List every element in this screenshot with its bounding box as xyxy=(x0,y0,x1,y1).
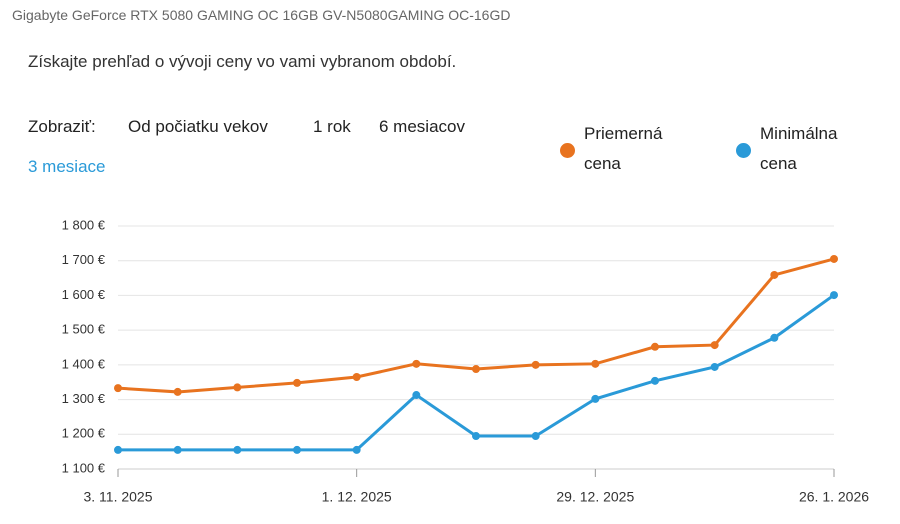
data-point xyxy=(531,432,540,441)
filter-option[interactable]: 1 rok xyxy=(313,117,351,136)
data-point xyxy=(531,360,540,369)
data-point xyxy=(352,373,361,382)
data-point xyxy=(114,384,122,393)
data-point xyxy=(472,365,480,374)
y-tick-label: 1 800 € xyxy=(62,217,106,232)
description: Získajte prehľad o vývoji ceny vo vami v… xyxy=(28,52,457,71)
legend-label: Priemerná cena xyxy=(584,124,663,173)
data-point xyxy=(830,291,838,300)
y-tick-label: 1 400 € xyxy=(62,356,106,371)
y-tick-label: 1 600 € xyxy=(62,287,106,302)
data-point xyxy=(770,270,779,279)
legend-marker xyxy=(560,143,575,158)
x-tick-label: 26. 1. 2026 xyxy=(799,489,869,505)
y-tick-label: 1 200 € xyxy=(62,426,106,441)
data-point xyxy=(651,342,659,351)
filter-option[interactable]: 6 mesiacov xyxy=(379,117,465,136)
data-point xyxy=(114,445,122,454)
data-point xyxy=(173,445,182,454)
data-point xyxy=(830,254,838,263)
y-tick-label: 1 100 € xyxy=(62,460,106,475)
data-point xyxy=(233,445,242,454)
y-tick-label: 1 500 € xyxy=(62,322,106,337)
data-point xyxy=(472,432,480,441)
data-point xyxy=(352,445,361,454)
filter-label: Zobraziť: xyxy=(28,117,96,136)
data-point xyxy=(412,391,421,400)
legend-item[interactable]: Minimálna cena xyxy=(736,119,870,179)
data-point xyxy=(710,362,719,371)
data-point xyxy=(293,378,301,387)
x-tick-label: 29. 12. 2025 xyxy=(556,489,634,505)
filter-option[interactable]: Od počiatku vekov xyxy=(128,117,268,136)
y-tick-label: 1 700 € xyxy=(62,252,106,267)
data-point xyxy=(293,445,301,454)
data-point xyxy=(173,387,182,396)
data-point xyxy=(233,383,242,392)
data-point xyxy=(591,394,600,403)
legend-label: Minimálna cena xyxy=(760,124,838,173)
data-point xyxy=(591,359,600,368)
data-point xyxy=(770,333,779,342)
x-tick-label: 3. 11. 2025 xyxy=(83,489,152,505)
product-name: Gigabyte GeForce RTX 5080 GAMING OC 16GB… xyxy=(12,7,511,23)
y-tick-label: 1 300 € xyxy=(62,391,106,406)
data-point xyxy=(651,376,659,385)
filter-option[interactable]: 3 mesiace xyxy=(28,157,106,176)
data-point xyxy=(412,359,421,368)
data-point xyxy=(710,341,719,350)
legend-marker xyxy=(736,143,751,158)
x-tick-label: 1. 12. 2025 xyxy=(322,489,392,505)
legend-item[interactable]: Priemerná cena xyxy=(560,119,694,179)
